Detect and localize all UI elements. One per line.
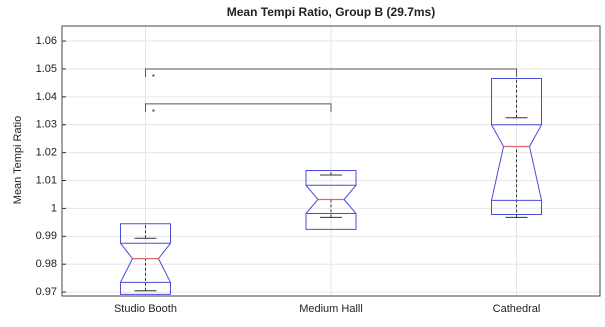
y-axis-label: Mean Tempi Ratio	[12, 116, 24, 204]
y-tick-label: 0.99	[36, 230, 57, 242]
y-tick-label: 1.02	[36, 147, 57, 159]
y-tick-label: 0.98	[36, 258, 57, 270]
x-tick-label: Cathedral	[493, 303, 541, 315]
y-tick-label: 1.05	[36, 63, 57, 75]
y-tick-label: 1.03	[36, 119, 57, 131]
significance-label: *	[152, 73, 155, 82]
y-tick-label: 0.97	[36, 286, 57, 298]
notched-box	[305, 169, 357, 230]
x-tick-label: Medium Halll	[299, 303, 363, 315]
notched-box	[119, 223, 171, 295]
axes-frame	[61, 25, 601, 297]
notched-box	[491, 77, 543, 216]
significance-label: *	[152, 108, 155, 117]
y-tick-label: 1.01	[36, 174, 57, 186]
chart-title: Mean Tempi Ratio, Group B (29.7ms)	[227, 5, 435, 19]
significance-bracket	[144, 68, 518, 77]
y-tick-label: 1.06	[36, 35, 57, 47]
y-tick-label: 1.04	[36, 91, 57, 103]
x-tick-label: Studio Booth	[114, 303, 177, 315]
y-tick-label: 1	[51, 202, 57, 214]
significance-bracket	[144, 103, 332, 112]
